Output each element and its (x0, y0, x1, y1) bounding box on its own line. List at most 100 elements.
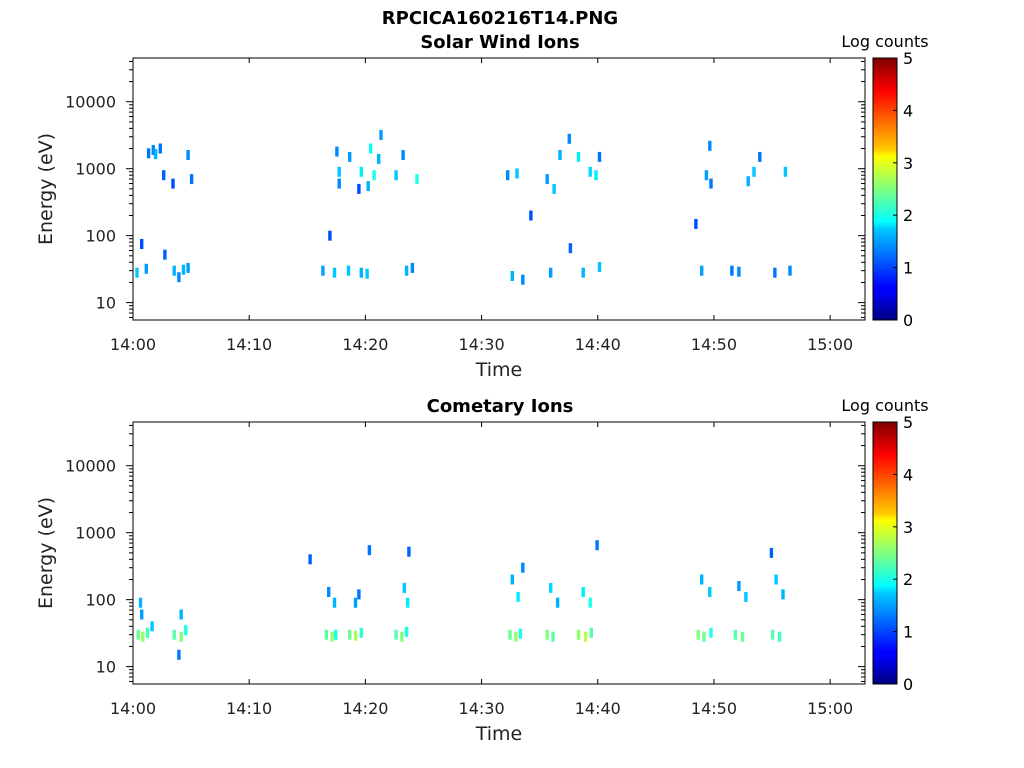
heatmap-cell (788, 265, 792, 276)
x-tick-label: 14:20 (342, 335, 388, 354)
heatmap-cell (404, 626, 409, 637)
panel-title: Cometary Ions (427, 396, 574, 417)
y-tick-label: 1000 (75, 524, 116, 543)
y-tick-label: 10 (96, 294, 116, 313)
heatmap-cell (576, 629, 581, 640)
colorbar-tick-label: 2 (903, 206, 913, 225)
heatmap-cell (324, 629, 329, 640)
heatmap-cell (730, 265, 734, 276)
colorbar (872, 421, 898, 685)
colorbar-ticks: 0 1 2 3 4 5 (893, 413, 913, 694)
heatmap-cell (163, 249, 167, 260)
heatmap-cell (367, 545, 372, 556)
heatmap-cell (372, 170, 376, 181)
heatmap-cell (774, 574, 778, 585)
heatmap-cell (359, 267, 363, 278)
heatmap-cell (597, 262, 602, 272)
heatmap-cell (549, 267, 553, 278)
colorbar-tick-label: 2 (903, 570, 913, 589)
heatmap-cell (146, 148, 151, 159)
heatmap-cell (708, 587, 712, 597)
x-axis-ticks: 14:00 14:10 14:20 14:30 14:40 14:50 15:00 (110, 422, 853, 718)
heatmap-cell (704, 170, 709, 181)
heatmap-cell (737, 266, 741, 277)
heatmap-cell (521, 562, 525, 573)
heatmap-cell (346, 265, 351, 276)
heatmap-cell (516, 591, 520, 602)
heatmap-cell (144, 263, 148, 274)
heatmap-cell (162, 170, 166, 181)
heatmap-cell (510, 574, 514, 585)
heatmap-cell (740, 631, 745, 642)
y-axis-ticks: 10 100 1000 10000 (65, 60, 865, 318)
x-tick-label: 14:40 (575, 335, 621, 354)
colorbar-label: Log counts (841, 396, 928, 415)
heatmap-cell (377, 153, 381, 164)
heatmap-cell (773, 267, 777, 278)
heatmap-cell (521, 274, 525, 285)
heatmap-cell (179, 609, 183, 620)
heatmap-cell (415, 174, 419, 185)
heatmap-cell (181, 264, 186, 275)
heatmap-cell (135, 267, 139, 278)
x-tick-label: 14:10 (226, 699, 272, 718)
heatmap-cell (694, 218, 698, 229)
heatmap-cell (597, 151, 602, 162)
colorbar-tick-label: 0 (903, 675, 913, 694)
colorbar-tick-label: 5 (903, 49, 913, 68)
colorbar (872, 57, 898, 321)
heatmap-cell (334, 629, 338, 640)
x-tick-label: 15:00 (807, 335, 853, 354)
y-tick-label: 10 (96, 658, 116, 677)
heatmap-cell (555, 597, 560, 608)
heatmap-cell (140, 239, 144, 249)
cometary-ions-panel: Cometary Ions Log counts Energy (eV) Tim… (35, 396, 929, 745)
heatmap-cell (551, 631, 555, 642)
heatmap-cell (700, 574, 704, 585)
heatmap-cell (515, 168, 519, 179)
x-axis-label: Time (475, 723, 523, 745)
heatmap-cell (394, 170, 398, 181)
colorbar-tick-label: 4 (903, 465, 913, 484)
colorbar-label: Log counts (841, 32, 928, 51)
x-tick-label: 14:00 (110, 699, 156, 718)
heatmap-cell (400, 631, 404, 642)
heatmap-cell (552, 183, 556, 194)
heatmap-cell (328, 230, 332, 241)
solar-wind-ions-panel: Solar Wind Ions Log counts Energy (eV) T… (35, 32, 929, 381)
heatmap-cell (770, 629, 775, 640)
y-tick-label: 10000 (65, 457, 116, 476)
heatmap-cell (401, 150, 405, 160)
heatmap-cell (357, 589, 361, 600)
heatmap-cell (177, 272, 181, 283)
heatmap-cell (348, 629, 352, 640)
heatmap-cells (136, 540, 785, 660)
heatmap-cell (410, 262, 415, 273)
heatmap-cell (327, 587, 331, 597)
x-tick-label: 14:10 (226, 335, 272, 354)
heatmap-cell (769, 547, 774, 558)
heatmap-cell (140, 609, 144, 620)
heatmap-cell (708, 140, 712, 151)
heatmap-cell (702, 631, 706, 642)
heatmap-cell (558, 150, 562, 160)
plot-area (132, 57, 866, 321)
heatmap-cell (153, 149, 158, 160)
heatmap-cell (357, 183, 361, 194)
heatmap-cell (141, 631, 145, 642)
colorbar-tick-label: 5 (903, 413, 913, 432)
heatmap-cell (138, 597, 143, 608)
heatmap-cell (348, 151, 352, 162)
heatmap-cell (595, 540, 599, 551)
colorbar-tick-label: 0 (903, 311, 913, 330)
heatmap-cell (576, 151, 581, 162)
heatmap-cell (368, 143, 373, 154)
heatmap-cell (172, 265, 176, 276)
x-tick-label: 14:40 (575, 699, 621, 718)
heatmap-cell (407, 546, 411, 557)
heatmap-cell (581, 267, 585, 278)
heatmap-cell (510, 271, 514, 281)
heatmap-cell (150, 621, 154, 632)
heatmap-cell (186, 262, 190, 273)
